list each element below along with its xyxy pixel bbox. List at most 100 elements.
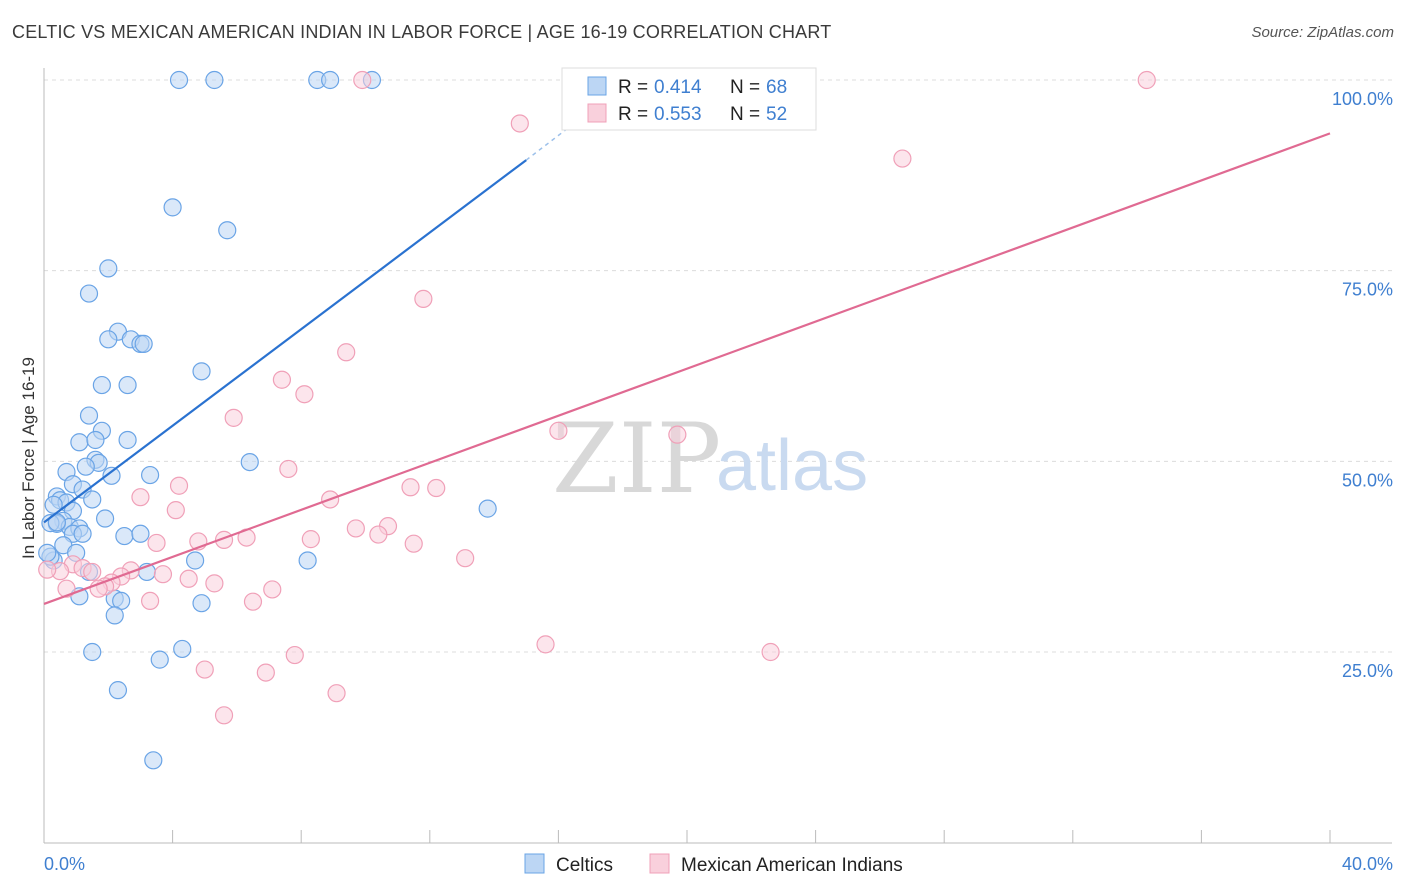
celtics-point [73,524,92,543]
celtics-n-value: 68 [766,77,787,98]
mexican-american-indians-point [169,476,189,495]
mexican-american-indians-point [369,525,388,544]
celtics-point [118,375,137,395]
mexican-american-indians-point [195,660,214,679]
celtics-point [105,606,124,625]
mexican-american-indians-point [263,580,282,599]
mexican-american-indians-point [243,592,263,611]
mexican-american-indians-point [224,408,243,427]
mexican-american-indians-point [272,370,292,389]
celtics-point [134,334,153,353]
mexican-american-indians-point [456,549,475,568]
mexican-american-indians-point [131,488,150,507]
chart-title: CELTIC VS MEXICAN AMERICAN INDIAN IN LAB… [12,22,832,42]
mai-n-label: N = [730,104,760,125]
y-axis-title: In Labor Force | Age 16-19 [19,357,38,559]
axes [43,68,1392,844]
mexican-american-indians-point [549,421,568,440]
mexican-american-indians-point [140,591,160,611]
legend-celtics-label: Celtics [556,855,613,876]
mai-r-label: R = [618,104,648,125]
mexican-american-indians-point [179,569,198,588]
mexican-american-indians-point [337,343,356,362]
celtics-point [38,543,57,562]
mexican-american-indians-point [83,562,102,582]
celtics-swatch-icon [587,76,607,96]
mexican-american-indians-point [38,560,57,579]
celtics-point [79,284,99,303]
mexican-american-indians-point [57,579,76,598]
celtics-point [118,430,137,450]
celtics-point [321,70,340,90]
mexican-american-indians-point [346,519,365,538]
tick-labels: 25.0% 50.0% 75.0% 100.0% 0.0% 40.0% [44,89,1393,874]
mexican-american-indians-point [668,425,687,444]
mexican-american-indians-point [279,459,298,479]
celtics-point [102,466,121,485]
celtics-point [163,198,182,217]
celtics-point [218,221,237,240]
x-tick-label: 0.0% [44,854,85,874]
mexican-american-indians-point [893,149,912,168]
y-tick-label: 100.0% [1332,89,1393,109]
celtics-point [99,330,118,349]
mai-r-value: 0.553 [654,104,702,125]
celtics-point [131,524,150,543]
celtics-point [192,594,211,613]
celtics-trend-line [43,159,527,524]
data-points [38,70,1156,770]
celtics-point [144,751,163,770]
mexican-american-indians-swatch-icon [587,103,607,123]
celtics-n-label: N = [730,77,760,98]
trend-lines [43,117,1331,605]
mexican-american-indians-point [295,385,314,404]
mexican-american-indians-point [536,635,555,654]
celtics-point [108,681,128,700]
celtics-point [86,430,105,450]
mexican-american-indians-point [353,70,372,90]
mexican-american-indians-point [166,501,185,520]
celtics-point [70,433,89,452]
mai-n-value: 52 [766,104,787,125]
mexican-american-indians-point [427,478,446,498]
celtics-point [99,259,118,278]
mexican-american-indians-point [404,534,423,553]
celtics-point [169,70,189,90]
celtics-point [150,650,169,669]
mexican-american-indians-point [401,478,420,497]
mexican-american-indians-point [147,533,166,553]
watermark-zip: ZIP [552,403,721,515]
celtics-point [76,457,95,476]
mexican-american-indians-point [256,663,275,682]
mexican-american-indians-point [205,574,224,593]
celtics-point [192,362,211,381]
mexican-american-indians-point [301,530,320,549]
celtics-point [83,490,102,509]
celtics-point [240,452,259,472]
celtics-point [92,375,111,395]
mexican-american-indians-point [214,706,234,725]
celtics-point [478,499,497,518]
celtics-point [83,642,102,662]
mexican-american-indians-point [153,565,173,584]
series-legend: Celtics Mexican American Indians [524,853,903,876]
stats-legend: R = 0.414 N = 68 R = 0.553 N = 52 [561,67,817,131]
legend-mexican-american-indians-icon [649,853,670,874]
celtics-point [173,639,192,659]
mexican-american-indians-point [414,289,433,308]
watermark-atlas: atlas [716,426,868,506]
legend-celtics-icon [524,853,545,874]
celtics-point [140,465,160,485]
source-credit: Source: ZipAtlas.com [1251,24,1394,41]
gridlines [44,79,1392,653]
legend-mexican-american-indians-label: Mexican American Indians [681,855,903,876]
y-tick-label: 75.0% [1342,280,1393,300]
celtics-point [44,495,63,514]
x-tick-label: 40.0% [1342,854,1393,874]
mexican-american-indians-point [327,684,346,703]
celtics-r-label: R = [618,77,648,98]
celtics-point [115,526,134,546]
mexican-american-indians-point [510,114,529,133]
mexican-american-indians-point [285,645,304,665]
